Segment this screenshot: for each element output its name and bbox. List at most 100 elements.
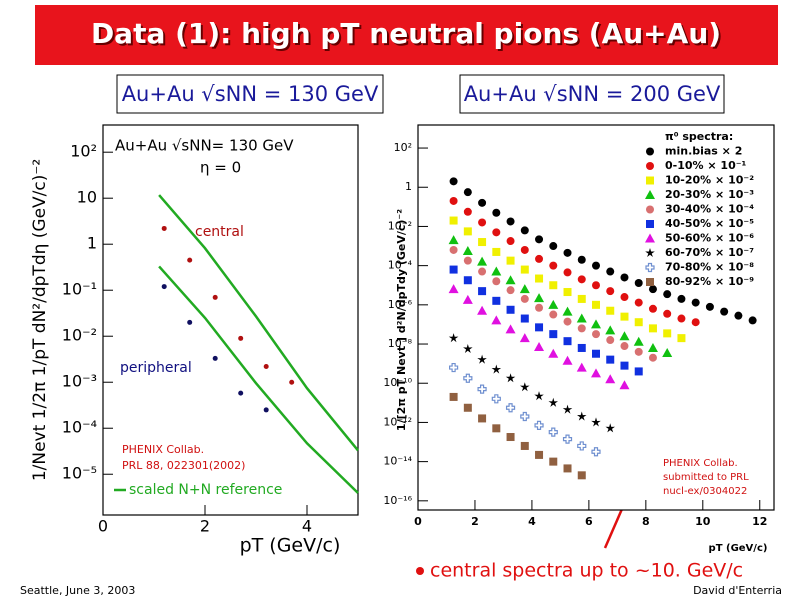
marker <box>634 318 643 327</box>
title-bar <box>35 5 778 65</box>
marker <box>549 457 558 466</box>
marker <box>506 305 515 314</box>
footer: David d'Enterria <box>693 584 782 597</box>
marker <box>591 447 601 457</box>
subtitle: Au+Au √sNN = 130 GeV <box>122 82 379 106</box>
annotation: η = 0 <box>200 159 241 177</box>
subtitle-box <box>459 74 725 114</box>
marker <box>448 235 459 245</box>
marker <box>645 233 655 243</box>
marker <box>212 294 218 300</box>
x-axis-label: pT (GeV/c) <box>240 535 341 557</box>
annotation: PRL 88, 022301(2002) <box>122 459 245 472</box>
marker <box>520 294 529 303</box>
legend-label: 10-20% × 10⁻² <box>665 174 754 187</box>
marker <box>477 256 488 266</box>
x-tick-label: 4 <box>528 515 536 528</box>
x-tick-label: 4 <box>302 517 312 536</box>
marker <box>606 355 615 364</box>
marker <box>645 190 655 199</box>
marker <box>663 290 672 299</box>
marker <box>161 284 167 290</box>
marker <box>505 275 516 285</box>
marker <box>463 207 472 216</box>
marker <box>691 318 700 327</box>
legend-label: 50-60% × 10⁻⁶ <box>665 232 754 245</box>
bullet <box>416 567 424 575</box>
marker <box>520 245 529 254</box>
marker <box>606 267 615 276</box>
marker <box>592 281 600 290</box>
marker <box>677 334 686 343</box>
marker <box>605 374 616 384</box>
marker <box>520 411 530 422</box>
marker <box>449 196 458 205</box>
marker <box>449 245 458 254</box>
marker <box>506 237 515 246</box>
marker <box>620 273 629 282</box>
marker <box>577 343 586 352</box>
y-tick-label: 10⁻⁶ <box>388 298 413 311</box>
marker <box>238 390 244 396</box>
annotation: PHENIX Collab. <box>122 443 204 456</box>
y-tick-label: 10² <box>70 142 97 161</box>
marker <box>263 363 269 369</box>
marker <box>289 379 295 385</box>
marker <box>577 441 587 451</box>
legend-label: 80-92% × 10⁻⁹ <box>665 275 754 288</box>
marker <box>520 226 529 235</box>
marker <box>478 414 487 423</box>
marker <box>606 336 615 345</box>
marker <box>662 347 673 357</box>
marker <box>577 471 586 480</box>
marker <box>646 205 654 214</box>
marker <box>620 342 629 351</box>
marker <box>646 220 654 228</box>
marker <box>646 147 654 156</box>
y-tick-label: 1 <box>87 234 97 253</box>
series-label: peripheral <box>120 360 192 376</box>
marker <box>506 256 515 265</box>
marker <box>520 441 529 450</box>
marker <box>633 336 644 346</box>
marker <box>478 267 487 276</box>
x-tick-label: 6 <box>585 515 593 528</box>
legend-label: 20-30% × 10⁻³ <box>665 188 754 201</box>
marker <box>478 198 487 207</box>
marker <box>634 347 643 356</box>
marker <box>577 294 586 303</box>
x-tick-label: 8 <box>642 515 650 528</box>
marker <box>491 364 502 374</box>
marker <box>720 307 729 316</box>
marker <box>645 248 655 257</box>
marker <box>449 392 458 401</box>
y-tick-label: 10⁻¹⁴ <box>383 455 412 468</box>
marker <box>562 434 573 444</box>
marker <box>448 284 459 294</box>
marker <box>491 315 502 325</box>
marker <box>677 314 686 323</box>
marker <box>478 238 487 247</box>
marker <box>520 382 530 392</box>
marker <box>548 427 558 437</box>
marker <box>563 317 572 326</box>
marker <box>663 309 672 318</box>
marker <box>563 464 572 473</box>
y-tick-label: 10⁻⁸ <box>388 337 413 350</box>
legend-title: π⁰ spectra: <box>665 130 733 143</box>
marker <box>562 355 573 365</box>
marker <box>592 330 600 339</box>
marker <box>492 208 501 217</box>
marker <box>462 294 473 304</box>
marker <box>549 281 558 290</box>
marker <box>648 285 657 294</box>
marker <box>577 255 586 264</box>
line <box>158 194 359 452</box>
marker <box>534 341 545 351</box>
annotation: nucl-ex/0304022 <box>663 486 747 497</box>
marker <box>634 298 643 307</box>
marker <box>187 257 193 263</box>
marker <box>478 287 487 296</box>
marker <box>646 176 654 185</box>
